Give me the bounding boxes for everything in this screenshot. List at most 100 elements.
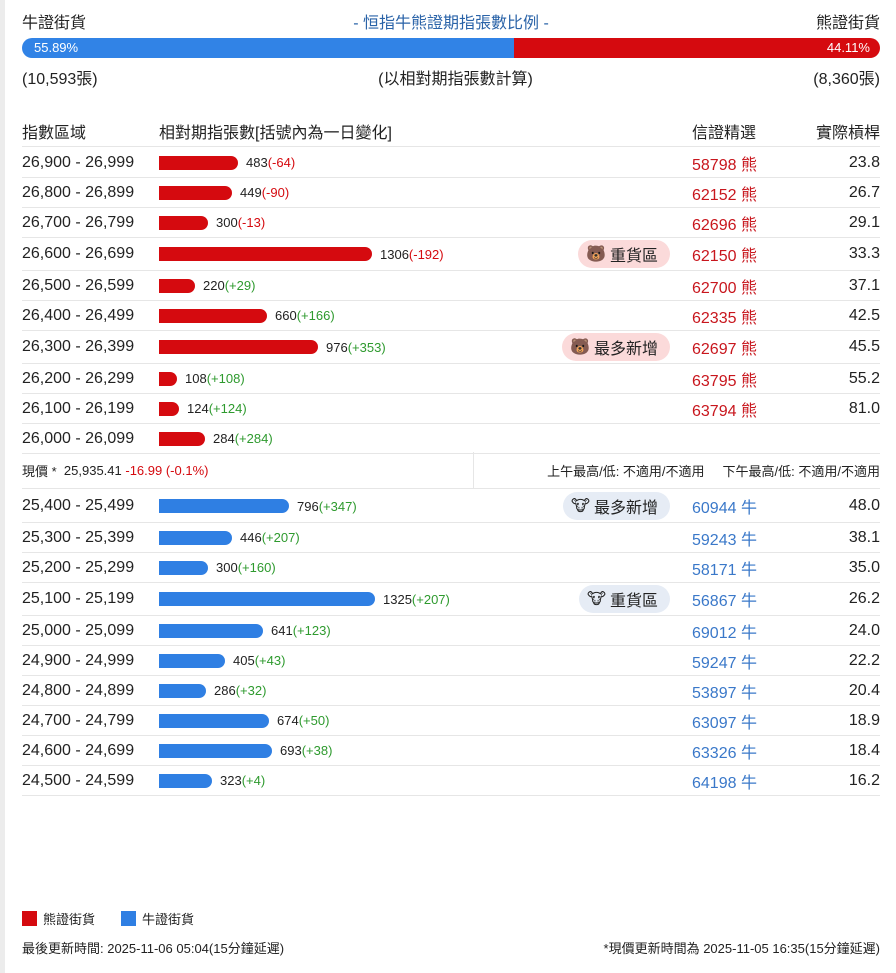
- leverage: 81.0: [848, 399, 880, 417]
- warrant-code-link[interactable]: 62696 熊: [692, 216, 757, 234]
- warrant-code-link[interactable]: 53897 牛: [692, 684, 757, 702]
- qty-bar: [159, 371, 177, 386]
- qty-value: 300: [216, 560, 238, 575]
- index-range: 26,800 - 26,899: [22, 183, 135, 201]
- bear-mascot-icon: 🐻: [586, 246, 606, 263]
- footer: 最後更新時間: 2025-11-06 05:04(15分鐘延遲) *現價更新時間…: [22, 938, 880, 957]
- bear-count: (8,360張): [813, 71, 880, 88]
- table-row: 24,800 - 24,899 286 (+32) 53897 牛 20.4: [22, 676, 880, 706]
- table-row: 26,900 - 26,999 483 (-64) 58798 熊 23.8: [22, 148, 880, 178]
- table-row: 25,400 - 25,499 796 (+347) 🐮 最多新增 60944 牛 …: [22, 490, 880, 523]
- qty-change: (-64): [267, 155, 296, 170]
- qty-bar: [159, 653, 225, 668]
- qty-change: (-192): [408, 246, 444, 262]
- warrant-code-link[interactable]: 62152 熊: [692, 186, 757, 204]
- warrant-code-link[interactable]: 64198 牛: [692, 774, 757, 792]
- bull-mascot-icon: 🐮: [587, 591, 606, 608]
- leverage: 22.2: [848, 651, 880, 669]
- warrant-code-link[interactable]: 59243 牛: [692, 531, 757, 549]
- warrant-code-link[interactable]: 63326 牛: [692, 744, 757, 762]
- warrant-code-link[interactable]: 63097 牛: [692, 714, 757, 732]
- badge: 🐻 重貨區: [578, 240, 670, 268]
- qty-bar: [159, 743, 272, 758]
- index-range: 25,400 - 25,499: [22, 497, 135, 514]
- qty-change: (+43): [254, 653, 286, 668]
- leverage: 35.0: [848, 558, 880, 576]
- table-row: 25,300 - 25,399 446 (+207) 59243 牛 38.1: [22, 523, 880, 553]
- qty-value: 483: [246, 155, 268, 170]
- index-range: 24,900 - 24,999: [22, 651, 135, 669]
- index-range: 26,900 - 26,999: [22, 153, 135, 171]
- warrant-code-link[interactable]: 62335 熊: [692, 309, 757, 327]
- warrant-code-link[interactable]: 63795 熊: [692, 372, 757, 390]
- qty-bar: [159, 278, 195, 293]
- index-range: 26,300 - 26,399: [22, 338, 135, 355]
- badge-label: 重貨區: [609, 593, 658, 610]
- qty-bar: [159, 773, 212, 788]
- qty-bar: [159, 530, 232, 545]
- warrant-code-link[interactable]: 58798 熊: [692, 156, 757, 174]
- badge: 🐮 最多新增: [563, 492, 670, 520]
- index-range: 24,500 - 24,599: [22, 771, 135, 789]
- leverage: 38.1: [848, 528, 880, 546]
- warrant-code-link[interactable]: 56867 牛: [692, 593, 757, 610]
- current-label: 現價 *: [22, 463, 57, 479]
- leverage: 20.4: [848, 681, 880, 699]
- index-range: 26,200 - 26,299: [22, 369, 135, 387]
- current-change: -16.99 (-0.1%): [125, 462, 209, 478]
- qty-value: 300: [216, 215, 238, 230]
- table-row: 24,700 - 24,799 674 (+50) 63097 牛 18.9: [22, 706, 880, 736]
- qty-value: 660: [275, 308, 297, 323]
- warrant-code-link[interactable]: 58171 牛: [692, 561, 757, 579]
- leverage: 48.0: [848, 497, 880, 514]
- qty-value: 1306: [380, 246, 409, 262]
- leverage: 18.4: [848, 741, 880, 759]
- table-row: 26,500 - 26,599 220 (+29) 62700 熊 37.1: [22, 271, 880, 301]
- leverage: 16.2: [848, 771, 880, 789]
- qty-value: 108: [185, 371, 207, 386]
- index-range: 25,100 - 25,199: [22, 590, 135, 607]
- current-price: 25,935.41: [63, 462, 122, 478]
- qty-value: 449: [240, 185, 262, 200]
- index-range: 25,300 - 25,399: [22, 528, 135, 546]
- qty-bar: [159, 185, 232, 200]
- index-range: 26,400 - 26,499: [22, 306, 135, 324]
- warrant-code-link[interactable]: 59247 牛: [692, 654, 757, 672]
- warrant-code-link[interactable]: 62697 熊: [692, 341, 757, 358]
- qty-bar: [159, 713, 269, 728]
- leverage: 24.0: [848, 621, 880, 639]
- index-range: 24,600 - 24,699: [22, 741, 135, 759]
- warrant-code-link[interactable]: 62150 熊: [692, 248, 757, 265]
- table-row: 26,800 - 26,899 449 (-90) 62152 熊 26.7: [22, 178, 880, 208]
- qty-value: 405: [233, 653, 255, 668]
- table-row: 26,000 - 26,099 284 (+284): [22, 424, 880, 454]
- badge-label: 最多新增: [593, 341, 658, 358]
- qty-bar: [159, 155, 238, 170]
- qty-change: (+29): [224, 278, 256, 293]
- table-row: 26,600 - 26,699 1306 (-192) 🐻 重貨區 62150 熊 …: [22, 238, 880, 271]
- warrant-code-link[interactable]: 69012 牛: [692, 624, 757, 642]
- col-qty: 相對期指張數[括號內為一日變化]: [159, 125, 392, 142]
- qty-bar: [159, 560, 208, 575]
- qty-change: (-13): [237, 215, 266, 230]
- warrant-code-link[interactable]: 60944 牛: [692, 500, 757, 517]
- badge: 🐻 最多新增: [562, 333, 670, 361]
- col-range: 指數區域: [22, 125, 87, 142]
- warrant-code-link[interactable]: 62700 熊: [692, 279, 757, 297]
- qty-value: 641: [271, 623, 293, 638]
- bear-legend-label: 熊證街貨: [43, 912, 96, 927]
- qty-change: (+50): [298, 713, 330, 728]
- qty-change: (+124): [208, 401, 247, 416]
- table-header: 指數區域 相對期指張數[括號內為一日變化] 信證精選 實際槓桿: [22, 116, 880, 147]
- leverage: 26.7: [848, 183, 880, 201]
- left-border: [0, 0, 5, 973]
- index-range: 24,800 - 24,899: [22, 681, 135, 699]
- leverage: 45.5: [848, 338, 880, 355]
- index-range: 26,500 - 26,599: [22, 276, 135, 294]
- index-range: 26,000 - 26,099: [22, 429, 135, 447]
- warrant-code-link[interactable]: 63794 熊: [692, 402, 757, 420]
- qty-value: 323: [220, 773, 242, 788]
- table-row: 24,900 - 24,999 405 (+43) 59247 牛 22.2: [22, 646, 880, 676]
- qty-value: 796: [297, 498, 319, 514]
- qty-value: 976: [326, 339, 348, 355]
